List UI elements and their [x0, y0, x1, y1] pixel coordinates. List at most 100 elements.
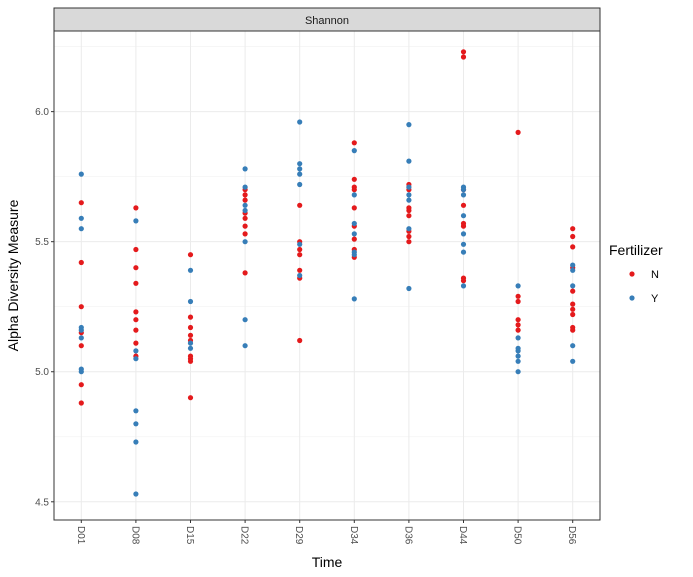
data-point-y — [242, 166, 248, 172]
data-point-y — [187, 267, 194, 273]
data-point-y — [460, 231, 467, 237]
x-tick-label: D34 — [348, 526, 359, 545]
data-point-y — [242, 184, 248, 190]
data-point-n — [570, 244, 576, 250]
data-point-n — [570, 301, 576, 307]
data-point-y — [515, 335, 521, 341]
data-point-n — [187, 332, 194, 338]
data-point-y — [133, 421, 139, 427]
data-point-n — [187, 324, 194, 331]
x-tick-label: D15 — [184, 526, 195, 545]
axis-layer: 4.5 5.0 5.5 6.0 D01 D08 D15 D22 D29 D34 D36 D44 D50 D… — [35, 107, 577, 545]
data-point-y — [297, 166, 303, 172]
data-point-n — [460, 54, 467, 60]
data-point-n — [242, 192, 248, 198]
data-point-n — [133, 265, 139, 271]
data-point-y — [515, 369, 521, 375]
y-axis-title: Alpha Diversity Measure — [5, 199, 21, 351]
data-point-y — [570, 267, 576, 273]
data-point-y — [460, 192, 467, 198]
data-point-n — [515, 298, 521, 305]
data-point-y — [570, 283, 576, 289]
data-point-y — [570, 262, 576, 268]
data-point-y — [570, 343, 576, 349]
data-point-n — [570, 327, 576, 333]
data-point-n — [515, 129, 521, 135]
y-tick-label: 4.5 — [35, 497, 49, 508]
data-point-n — [406, 213, 412, 219]
data-point-n — [570, 288, 576, 294]
data-point-y — [78, 215, 84, 221]
data-point-n — [78, 200, 84, 206]
data-point-y — [406, 226, 412, 232]
facet-strip-label: Shannon — [305, 15, 349, 27]
data-point-y — [460, 241, 467, 247]
x-tick-label: D08 — [129, 526, 140, 545]
data-point-y — [406, 184, 412, 190]
data-point-n — [242, 270, 248, 276]
legend-label-n: N — [651, 269, 659, 281]
data-point-n — [460, 223, 467, 229]
data-point-y — [406, 158, 412, 164]
data-point-y — [515, 283, 521, 289]
data-point-n — [570, 226, 576, 232]
data-point-n — [133, 327, 139, 333]
data-point-y — [515, 348, 521, 354]
data-point-n — [515, 293, 521, 299]
data-point-y — [78, 335, 84, 341]
data-point-y — [242, 239, 248, 245]
data-point-n — [570, 306, 576, 312]
data-point-y — [297, 171, 303, 177]
x-tick-label: D22 — [239, 526, 250, 545]
data-point-y — [78, 369, 84, 375]
data-point-n — [187, 395, 194, 401]
data-point-n — [242, 223, 248, 229]
data-point-n — [406, 233, 412, 240]
y-tick-label: 6.0 — [35, 107, 49, 118]
data-point-y — [351, 231, 357, 237]
data-point-y — [187, 340, 194, 346]
data-point-n — [242, 231, 248, 237]
data-point-y — [460, 187, 467, 193]
data-point-n — [351, 140, 357, 146]
data-point-y — [133, 408, 139, 414]
data-point-n — [297, 252, 303, 258]
data-point-n — [187, 314, 194, 320]
data-point-n — [78, 259, 84, 266]
y-tick-label: 5.5 — [35, 237, 49, 248]
y-tick-label: 5.0 — [35, 367, 49, 378]
data-point-y — [351, 296, 357, 302]
data-point-n — [242, 215, 248, 221]
data-point-n — [515, 327, 521, 333]
data-point-n — [406, 207, 412, 214]
data-point-y — [78, 327, 84, 333]
data-point-n — [242, 197, 248, 203]
x-tick-label: D29 — [293, 526, 304, 545]
x-tick-label: D56 — [566, 526, 577, 545]
data-point-y — [297, 119, 303, 125]
data-point-n — [351, 205, 357, 211]
data-point-n — [133, 246, 139, 253]
data-point-n — [297, 246, 303, 253]
data-point-n — [460, 49, 467, 55]
data-point-n — [460, 278, 467, 284]
x-tick-label: D50 — [512, 526, 523, 545]
data-point-y — [133, 356, 139, 362]
data-point-n — [351, 176, 357, 182]
data-point-n — [406, 239, 412, 245]
data-point-n — [570, 233, 576, 240]
data-point-n — [133, 205, 139, 211]
data-point-n — [187, 358, 194, 364]
data-point-y — [242, 202, 248, 208]
data-point-y — [78, 171, 84, 177]
x-tick-label: D01 — [75, 526, 86, 545]
data-point-y — [297, 241, 303, 247]
data-point-y — [242, 343, 248, 349]
data-point-y — [406, 122, 412, 128]
data-point-y — [460, 249, 467, 255]
data-point-y — [351, 148, 357, 154]
data-point-y — [297, 272, 303, 279]
data-point-y — [406, 285, 412, 292]
points-layer — [78, 49, 576, 497]
